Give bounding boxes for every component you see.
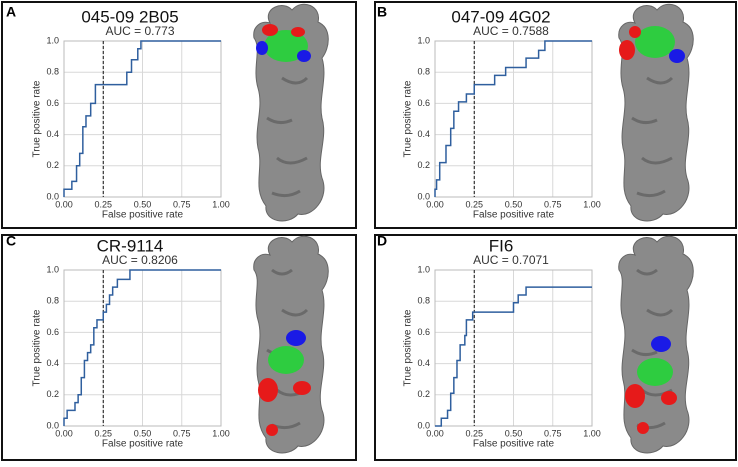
chart-subtitle: AUC = 0.8206 <box>102 253 178 267</box>
y-tick-label: 1.0 <box>46 35 59 45</box>
chart-title: 047-09 4G02 <box>451 7 550 26</box>
y-tick-label: 0.0 <box>46 191 59 201</box>
chart-subtitle: AUC = 0.7588 <box>473 24 549 38</box>
protein-structure <box>252 234 330 455</box>
y-tick-label: 0.4 <box>417 358 430 368</box>
y-tick-label: 0.6 <box>417 98 430 108</box>
x-axis-label: False positive rate <box>473 439 555 450</box>
x-tick-label: 1.00 <box>583 199 601 209</box>
plot-frame <box>434 40 593 198</box>
x-tick-label: 1.00 <box>583 428 601 438</box>
panel-label: C <box>6 233 16 249</box>
x-tick-label: 0.50 <box>505 199 523 209</box>
y-axis-label: True positive rate <box>403 309 414 386</box>
y-tick-label: 0.6 <box>46 327 59 337</box>
chart-subtitle: AUC = 0.773 <box>105 24 174 38</box>
y-tick-label: 0.2 <box>417 160 430 170</box>
y-tick-label: 1.0 <box>46 264 59 274</box>
y-tick-label: 0.6 <box>46 98 59 108</box>
y-tick-label: 0.4 <box>46 129 59 139</box>
plot-frame <box>434 269 593 427</box>
chart-subtitle: AUC = 0.7071 <box>473 253 549 267</box>
x-tick-label: 0.00 <box>426 428 444 438</box>
x-axis-label: False positive rate <box>102 210 184 221</box>
y-tick-label: 0.8 <box>46 296 59 306</box>
roc-curve <box>434 40 592 197</box>
x-tick-label: 0.50 <box>505 428 523 438</box>
x-tick-label: 1.00 <box>212 199 230 209</box>
y-axis-label: True positive rate <box>32 80 43 157</box>
y-tick-label: 1.0 <box>417 264 430 274</box>
y-tick-label: 0.8 <box>417 67 430 77</box>
x-tick-label: 0.25 <box>465 199 483 209</box>
y-axis-label: True positive rate <box>32 309 43 386</box>
y-tick-label: 0.0 <box>417 420 430 430</box>
x-axis-label: False positive rate <box>473 210 555 221</box>
x-tick-label: 0.50 <box>134 428 152 438</box>
y-tick-label: 0.4 <box>46 358 59 368</box>
y-axis-label: True positive rate <box>403 80 414 157</box>
x-axis-label: False positive rate <box>102 439 184 450</box>
chart-title: FI6 <box>489 236 514 255</box>
panel-label: D <box>377 233 387 249</box>
y-tick-label: 0.6 <box>417 327 430 337</box>
protein-structure <box>252 2 330 223</box>
roc-curve <box>63 269 221 426</box>
y-tick-label: 0.8 <box>417 296 430 306</box>
roc-curve <box>435 286 592 427</box>
chart-title: CR-9114 <box>97 236 164 255</box>
panel-frame <box>374 234 737 461</box>
x-tick-label: 0.25 <box>465 428 483 438</box>
protein-structure <box>617 2 695 223</box>
roc-curve <box>63 40 221 197</box>
protein-structure <box>617 234 695 455</box>
x-tick-label: 0.00 <box>55 428 73 438</box>
x-tick-label: 0.75 <box>173 199 191 209</box>
x-tick-label: 0.00 <box>55 199 73 209</box>
x-tick-label: 0.75 <box>544 428 562 438</box>
x-tick-label: 0.75 <box>173 428 191 438</box>
y-tick-label: 0.2 <box>46 160 59 170</box>
panel-label: B <box>377 4 387 20</box>
x-tick-label: 0.75 <box>544 199 562 209</box>
y-tick-label: 0.2 <box>417 389 430 399</box>
y-tick-label: 0.0 <box>417 191 430 201</box>
x-tick-label: 0.25 <box>94 199 112 209</box>
y-tick-label: 0.4 <box>417 129 430 139</box>
x-tick-label: 0.00 <box>426 199 444 209</box>
panel-label: A <box>6 4 16 20</box>
panel-frame <box>1 234 357 461</box>
x-tick-label: 0.25 <box>94 428 112 438</box>
x-tick-label: 0.50 <box>134 199 152 209</box>
y-tick-label: 0.8 <box>46 67 59 77</box>
panel-frame <box>374 1 737 229</box>
x-tick-label: 1.00 <box>212 428 230 438</box>
y-tick-label: 1.0 <box>417 35 430 45</box>
y-tick-label: 0.0 <box>46 420 59 430</box>
y-tick-label: 0.2 <box>46 389 59 399</box>
chart-title: 045-09 2B05 <box>81 7 178 26</box>
panel-frame <box>1 1 357 229</box>
